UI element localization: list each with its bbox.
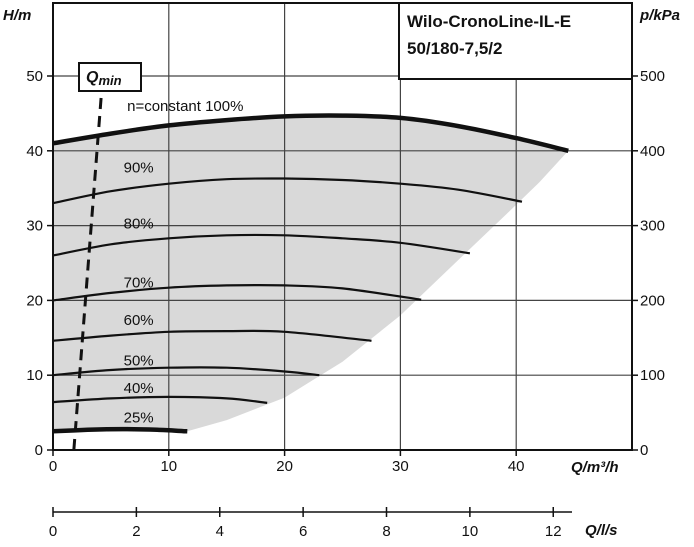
qmin-label: Qmin: [86, 69, 122, 88]
x2-tick-label: 10: [462, 523, 479, 540]
x2-tick-label: 2: [132, 523, 140, 540]
curve-label-1: 90%: [124, 159, 154, 176]
curve-4: [52, 329, 372, 342]
chart-title-line2: 50/180-7,5/2: [407, 39, 502, 58]
y-tick-label: 20: [26, 292, 43, 309]
y2-tick-label: 0: [640, 442, 648, 459]
title-box: [398, 2, 633, 80]
y-tick-label: 0: [35, 442, 43, 459]
x-tick-label: 10: [160, 458, 177, 475]
y-tick-label: 10: [26, 367, 43, 384]
qmin-label-main: Q: [86, 69, 99, 86]
qmin-label-sub: min: [98, 73, 121, 88]
curve-label-3: 70%: [124, 275, 154, 292]
x2-axis-title: Q/l/s: [585, 522, 618, 539]
x2-tick-label: 6: [299, 523, 307, 540]
curve-6: [52, 395, 268, 404]
operating-region-layer: [53, 115, 569, 432]
x2-tick-label: 8: [382, 523, 390, 540]
chart-title-line1: Wilo-CronoLine-IL-E: [407, 12, 571, 31]
y2-tick-label: 500: [640, 68, 665, 85]
curve-7: [52, 426, 188, 434]
curve-2: [52, 233, 471, 257]
y-tick-label: 50: [26, 68, 43, 85]
y2-tick-label: 200: [640, 292, 665, 309]
qmin-line: [72, 75, 105, 451]
curve-label-5: 50%: [124, 352, 154, 369]
curve-3: [52, 284, 422, 302]
curve-label-7: 25%: [124, 409, 154, 426]
x2-tick-label: 12: [545, 523, 562, 540]
plot-frame: [52, 2, 633, 451]
y-right-axis-title: p/kPa: [639, 7, 680, 24]
x-tick-label: 0: [49, 458, 57, 475]
curve-5: [52, 366, 320, 377]
curve-label-6: 40%: [124, 380, 154, 397]
x-tick-label: 40: [508, 458, 525, 475]
y2-tick-label: 100: [640, 367, 665, 384]
y-tick-label: 40: [26, 143, 43, 160]
qmin-layer: [72, 75, 105, 451]
x-axis-title: Q/m³/h: [571, 459, 619, 476]
x2-tick-label: 0: [49, 523, 57, 540]
y-tick-label: 30: [26, 218, 43, 235]
curve-layer: n=constant 100% 90% 80% 70% 60% 50% 40% 25%: [52, 98, 569, 434]
curve-1: [52, 177, 523, 205]
y-left-axis-title: H/m: [3, 7, 31, 24]
frame-layer: [52, 2, 633, 451]
x2-tick-label: 4: [216, 523, 224, 540]
curve-0: [52, 113, 569, 153]
x-tick-label: 20: [276, 458, 293, 475]
x-tick-label: 30: [392, 458, 409, 475]
y2-tick-label: 300: [640, 218, 665, 235]
operating-region: [53, 115, 569, 432]
curve-label-2: 80%: [124, 216, 154, 233]
y2-tick-label: 400: [640, 143, 665, 160]
qmin-label-box: [78, 62, 142, 92]
curve-label-0: n=constant 100%: [127, 98, 243, 115]
curve-label-4: 60%: [124, 312, 154, 329]
